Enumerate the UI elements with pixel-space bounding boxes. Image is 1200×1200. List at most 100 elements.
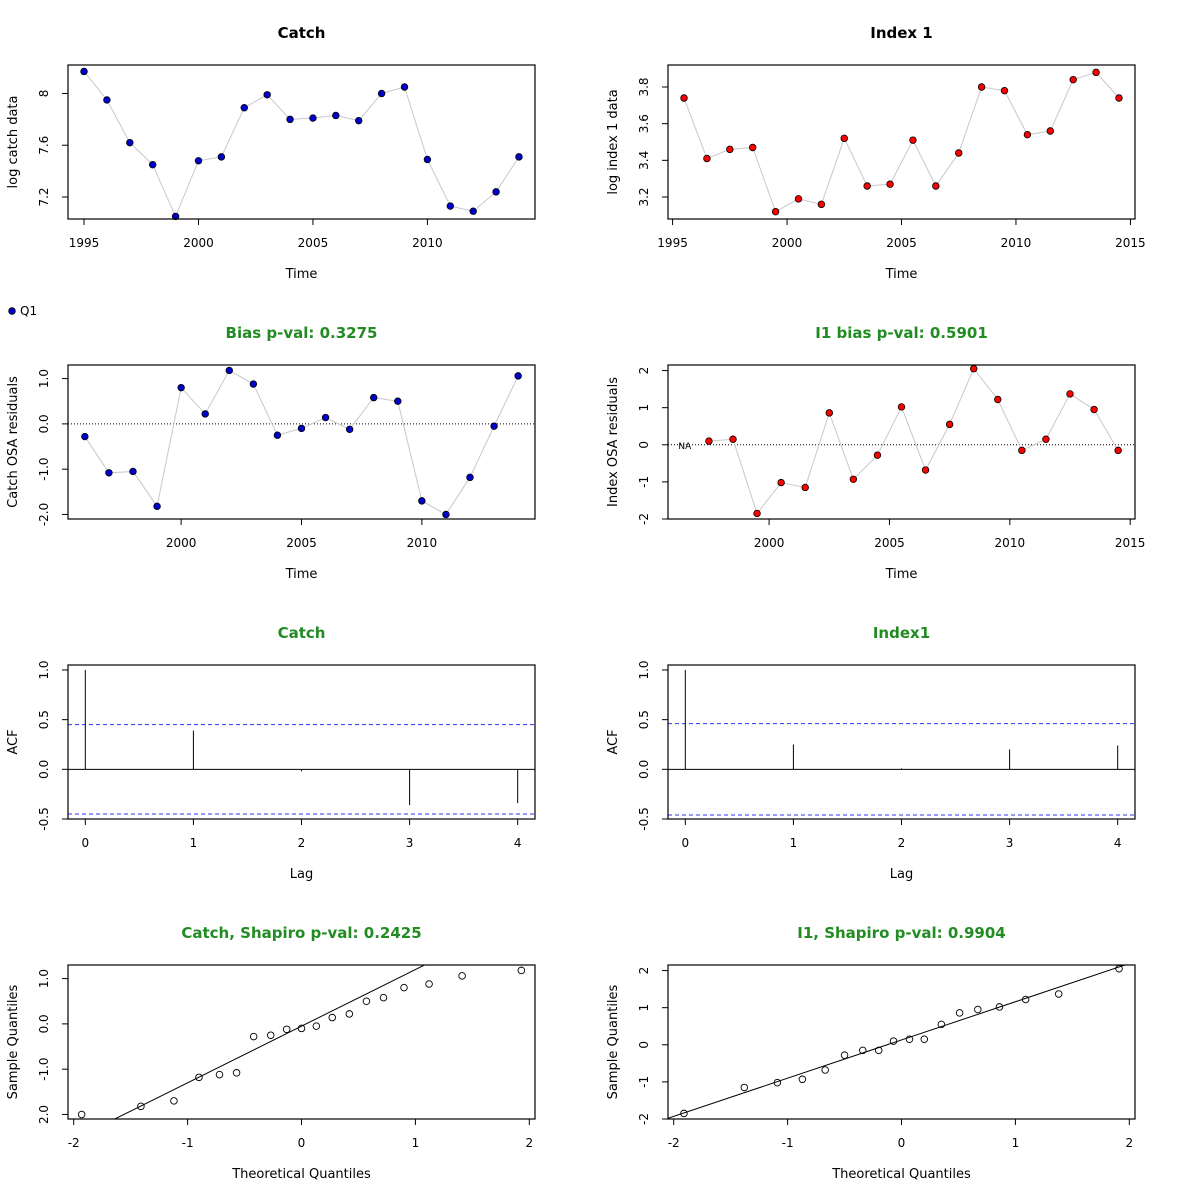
y-tick-label: 0 (637, 1041, 651, 1049)
data-point (81, 432, 89, 441)
y-tick-label: -1 (637, 1076, 651, 1088)
x-tick-label: 2010 (412, 236, 443, 250)
chart-title: Bias p-val: 0.3275 (226, 324, 378, 342)
x-tick-label: 1995 (69, 236, 100, 250)
data-point (129, 467, 137, 476)
y-axis-label: log catch data (6, 96, 21, 189)
data-point (680, 94, 688, 102)
data-point (909, 136, 917, 144)
qq-point (773, 1078, 782, 1087)
data-point (515, 153, 523, 161)
y-tick-label: 2 (637, 967, 651, 975)
x-axis-label: Theoretical Quantiles (831, 1167, 971, 1182)
data-point (753, 509, 761, 518)
data-point (370, 393, 378, 402)
qq-point (400, 983, 408, 992)
data-point (309, 114, 317, 122)
plot-frame (667, 64, 1136, 220)
x-tick-label: 2015 (1115, 536, 1146, 550)
x-tick-label: 0 (298, 1136, 306, 1150)
y-tick-label: -2 (637, 1113, 651, 1125)
y-tick-label: -2 (637, 513, 651, 525)
x-tick-label: 1 (190, 836, 198, 850)
data-point (126, 138, 134, 147)
x-tick-label: 4 (1114, 836, 1122, 850)
data-point (171, 212, 180, 221)
series-line (84, 369, 519, 516)
data-point (840, 134, 848, 143)
data-point (970, 365, 978, 373)
y-axis-label: Sample Quantiles (606, 984, 621, 1099)
y-tick-label: 1.0 (37, 369, 51, 388)
x-tick-label: 2010 (995, 536, 1026, 550)
qq-point (937, 1020, 946, 1029)
panel-4: I1 bias p-val: 0.5901 Time Index OSA resid… (606, 324, 1145, 582)
qq-point (312, 1022, 321, 1030)
data-point (273, 431, 282, 439)
data-point (103, 96, 111, 104)
data-point (1042, 435, 1050, 443)
x-tick-label: 2 (1125, 1136, 1133, 1150)
qq-point (798, 1075, 807, 1084)
data-point (771, 207, 780, 216)
data-point (1092, 68, 1100, 77)
qq-point (840, 1051, 849, 1059)
y-tick-label: 0 (637, 441, 651, 449)
data-point (873, 451, 882, 459)
y-tick-label: 3.2 (637, 187, 651, 206)
y-tick-label: 1.0 (637, 660, 651, 679)
data-point (945, 420, 954, 429)
y-tick-label: 8 (37, 90, 51, 98)
data-point (1000, 86, 1009, 95)
plot-frame (67, 964, 536, 1120)
x-tick-label: 0 (898, 1136, 906, 1150)
y-tick-label: 7.2 (37, 187, 51, 206)
data-point (794, 195, 803, 203)
qq-point (680, 1109, 688, 1118)
plot-frame (667, 364, 1136, 520)
data-point (469, 207, 477, 215)
series-line (683, 71, 1120, 213)
data-point (749, 143, 757, 152)
x-axis-label: Lag (890, 867, 913, 882)
y-tick-label: 7.6 (37, 136, 51, 155)
legend-label: Q1 (20, 304, 37, 318)
plot-frame (667, 664, 1136, 820)
data-point (817, 200, 826, 209)
legend-marker (8, 307, 16, 315)
qq-point (1021, 995, 1030, 1004)
x-tick-label: 1 (790, 836, 798, 850)
y-tick-label: -0.5 (637, 807, 651, 830)
qq-point (215, 1070, 224, 1079)
x-tick-label: 0 (81, 836, 89, 850)
qq-point (77, 1110, 86, 1119)
y-tick-label: 0.5 (637, 710, 651, 729)
x-tick-label: 2005 (886, 236, 917, 250)
y-tick-label: 0.0 (637, 760, 651, 779)
x-tick-label: -2 (668, 1136, 680, 1150)
data-point (225, 366, 233, 375)
x-tick-label: 2000 (754, 536, 785, 550)
qq-point (859, 1046, 867, 1055)
qq-point (905, 1035, 914, 1043)
qq-point (282, 1025, 291, 1034)
qq-point (458, 972, 466, 980)
y-axis-label: Sample Quantiles (6, 984, 21, 1099)
data-point (514, 372, 522, 380)
x-tick-label: 2000 (183, 236, 214, 250)
x-tick-label: 1 (412, 1136, 420, 1150)
chart-title: I1 bias p-val: 0.5901 (815, 324, 988, 342)
data-point (849, 475, 858, 483)
qq-point (425, 980, 433, 988)
x-tick-label: 2015 (1115, 236, 1146, 250)
data-point (394, 397, 402, 405)
x-tick-label: 3 (1006, 836, 1014, 850)
plot-frame (67, 664, 536, 820)
data-point (1066, 390, 1074, 398)
y-tick-label: -2.0 (37, 503, 51, 526)
x-axis-label: Theoretical Quantiles (231, 1167, 371, 1182)
chart-title: Catch, Shapiro p-val: 0.2425 (181, 924, 421, 942)
y-tick-label: 1.0 (37, 969, 51, 988)
data-point (897, 403, 906, 411)
